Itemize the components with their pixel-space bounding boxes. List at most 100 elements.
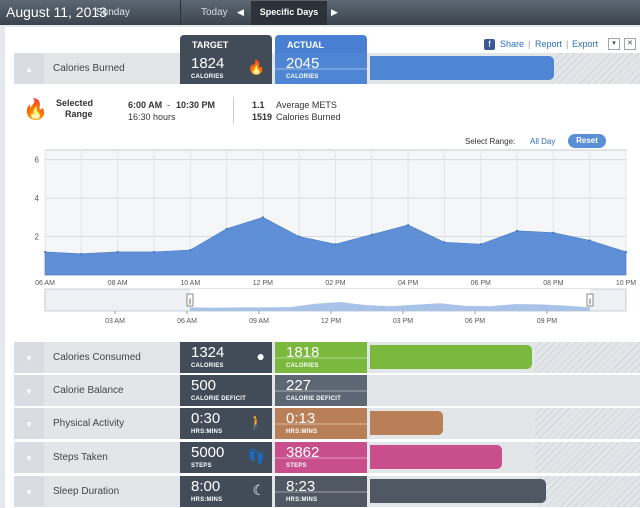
actual-box: 0:13 HRS:MINS [275,408,367,439]
export-link[interactable]: Export [572,39,599,49]
calories-burned-target-box: 1824 CALORIES 🔥 [180,53,272,84]
actual-box: 3862 STEPS [275,442,367,473]
range-end: 10:30 PM [176,100,216,110]
close-icon[interactable]: ✕ [624,38,636,50]
target-value: 1824 [191,55,225,72]
flame-icon: 🔥 [247,59,265,75]
overview-tick-label: 12 PM [321,318,341,325]
actual-box: 1818 CALORIES [275,342,367,373]
chevron-down-icon: ▼ [25,488,33,497]
chevron-down-icon: ▼ [25,354,33,363]
remaining-target-hatch [535,442,640,473]
facebook-icon[interactable]: f [484,39,495,50]
actual-value: 2045 [286,55,320,72]
data-point [225,227,228,230]
data-point [552,231,555,234]
target-column-header: TARGET [180,35,272,53]
x-tick-label: 08 AM [108,280,128,287]
target-unit: HRS:MINS [191,429,223,435]
actual-box: 227 CALORIE DEFICIT [275,375,367,406]
target-box: 500 CALORIE DEFICIT [180,375,272,406]
chevron-down-icon: ▼ [25,420,33,429]
calories-burned-progress-bar [370,56,554,80]
apple-icon: ● [256,348,265,364]
data-point [80,252,83,255]
range-handle-grip: || [188,299,192,305]
prev-day-arrow-icon[interactable]: ◀ [237,7,244,17]
expand-toggle[interactable]: ▲ [14,53,44,84]
reset-button[interactable]: Reset [568,134,606,148]
x-tick-label: 06 AM [35,280,55,287]
data-point [189,249,192,251]
data-point [334,243,337,246]
report-link[interactable]: Report [535,39,563,49]
range-overview[interactable]: || || 03 AM 06 AM 09 AM 12 PM 03 PM 06 PM 09 PM [0,287,640,329]
box-stripe [275,491,367,493]
all-day-link[interactable]: All Day [530,137,556,146]
data-point [407,224,410,226]
next-day-arrow-icon[interactable]: ▶ [331,7,338,17]
target-unit: CALORIES [191,363,224,369]
box-stripe [275,390,367,392]
range-start: 6:00 AM [128,100,163,110]
overview-tick-label: 09 AM [249,318,269,325]
expand-toggle[interactable]: ▼ [14,476,44,507]
overview-tick-label: 09 PM [537,318,557,325]
calories-burned-label: Calories Burned [53,63,125,74]
target-value: 5000 [191,444,225,461]
range-handle-grip: || [588,299,592,305]
overview-tick-label: 03 AM [105,318,125,325]
activity-chart[interactable]: 6 4 2 06 AM 08 AM 10 AM 12 PM 02 PM 04 PM 06 PM 08… [0,135,640,290]
progress-bar [370,345,532,369]
remaining-target-hatch [555,53,640,84]
metric-label: Sleep Duration [53,486,120,497]
actual-value: 8:23 [286,478,316,495]
specific-days-tab[interactable]: Specific Days [251,1,327,25]
x-tick-label: 08 PM [543,280,563,287]
collapse-icon[interactable]: ▾ [608,38,620,50]
metric-label: Steps Taken [53,452,108,463]
actual-unit: CALORIE DEFICIT [286,396,341,402]
calories-burned-caption: Calories Burned [276,112,341,122]
x-tick-label: 10 PM [616,280,636,287]
mets-label: Average METS [276,100,337,110]
expand-toggle[interactable]: ▼ [14,375,44,406]
expand-toggle[interactable]: ▼ [14,442,44,473]
calories-burned-actual-box: 2045 CALORIES [275,53,367,84]
box-stripe [275,423,367,425]
actual-unit: STEPS [286,463,307,469]
expand-toggle[interactable]: ▼ [14,342,44,373]
divider [233,97,234,123]
weekday-label: Sunday [96,7,130,18]
target-value: 8:00 [191,478,221,495]
progress-bar [370,479,546,503]
metric-label: Calories Consumed [53,352,141,363]
share-link[interactable]: Share [500,39,525,49]
x-tick-label: 12 PM [253,280,273,287]
x-tick-label: 10 AM [180,280,200,287]
actual-unit: HRS:MINS [286,497,318,503]
remaining-target-hatch [535,476,640,507]
overview-tick-label: 06 PM [465,318,485,325]
box-stripe [275,357,367,359]
today-link[interactable]: Today [201,7,228,18]
calories-burned-value: 1519 [252,112,273,122]
range-handle[interactable] [186,293,194,307]
expand-toggle[interactable]: ▼ [14,408,44,439]
data-point [44,250,46,253]
data-point [516,229,519,232]
range-dash: - [167,100,170,110]
selected-range-label: Range [65,109,93,119]
actual-unit: CALORIES [286,74,319,80]
target-unit: CALORIES [191,74,224,80]
flame-icon: 🔥 [23,99,48,121]
target-box: 0:30 HRS:MINS 🚶 [180,408,272,439]
overview-tick-label: 03 PM [393,318,413,325]
range-duration: 16:30 hours [128,112,176,122]
range-handle[interactable] [586,293,594,307]
metric-label: Physical Activity [53,418,125,429]
target-value: 1324 [191,344,225,361]
data-point [588,239,591,242]
data-point [479,243,482,246]
box-stripe [275,68,367,70]
